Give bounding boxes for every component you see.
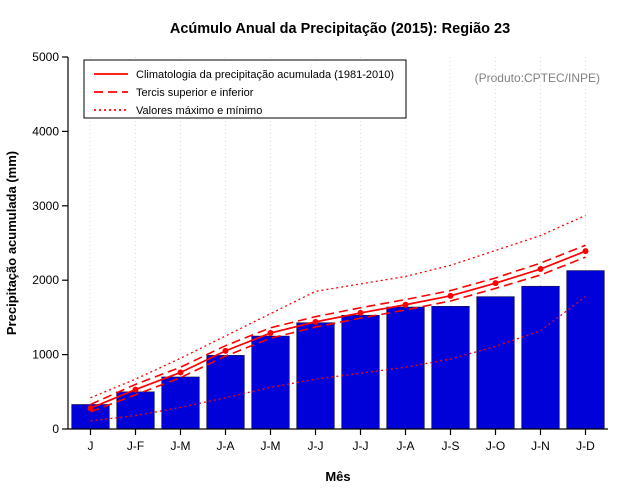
y-tick-label: 1000 [32, 348, 59, 362]
x-tick-label: J-F [127, 439, 144, 453]
legend-label: Climatologia da precipitação acumulada (… [136, 69, 394, 81]
x-tick-label: J-M [171, 439, 191, 453]
tercile-lower-line [90, 256, 586, 413]
y-axis-label: Precipitação acumulada (mm) [4, 151, 19, 335]
axes: 0 1000 2000 3000 4000 5000 J J-F J-M J-A J-M J-J J-J… [32, 50, 608, 453]
climatology-point [357, 309, 364, 316]
climatology-point [402, 301, 409, 308]
y-tick-label: 2000 [32, 273, 59, 287]
y-tick-label: 5000 [32, 50, 59, 64]
y-tick-label: 3000 [32, 199, 59, 213]
bar [251, 335, 290, 430]
climatology-point [87, 405, 94, 412]
bar [476, 296, 515, 430]
x-tick-label: J-A [217, 439, 235, 453]
bar [566, 270, 605, 430]
bar [206, 355, 245, 430]
x-tick-label: J-D [576, 439, 595, 453]
climatology-point [447, 292, 454, 299]
x-axis-label: Mês [325, 469, 350, 484]
climatology-point [267, 330, 274, 337]
legend-label: Tercis superior e inferior [136, 87, 254, 99]
climatology-point [222, 347, 229, 354]
x-tick-label: J-N [531, 439, 550, 453]
x-tick-label: J-J [308, 439, 324, 453]
bar [521, 285, 560, 430]
x-tick-label: J-S [442, 439, 460, 453]
tercile-upper-line [90, 244, 586, 406]
climatology-line [90, 250, 586, 409]
bar-series [71, 270, 605, 430]
legend-label: Valores máximo e mínimo [136, 105, 262, 117]
climatology-point [537, 266, 544, 273]
climatology-point [582, 248, 589, 255]
x-tick-label: J-A [397, 439, 415, 453]
bar [161, 376, 200, 430]
legend: Climatologia da precipitação acumulada (… [83, 59, 407, 119]
producer-annotation: (Produto:CPTEC/INPE) [475, 71, 600, 85]
x-tick-label: J [88, 439, 94, 453]
x-tick-label: J-O [486, 439, 505, 453]
bar [296, 322, 335, 430]
bar [116, 391, 155, 430]
bar [341, 314, 380, 430]
x-tick-label: J-M [261, 439, 281, 453]
bar [386, 306, 425, 430]
max-line [90, 214, 586, 399]
y-tick-label: 4000 [32, 124, 59, 138]
climatology-point [312, 318, 319, 325]
climatology-point [492, 280, 499, 287]
y-tick-label: 0 [52, 422, 59, 436]
bar [431, 306, 470, 430]
climatology-point [132, 386, 139, 393]
min-line [90, 296, 586, 422]
climatology-point [177, 369, 184, 376]
chart-title: Acúmulo Anual da Precipitação (2015): Re… [170, 21, 510, 37]
x-tick-label: J-J [353, 439, 369, 453]
legend-box [83, 59, 407, 119]
line-series [87, 214, 589, 422]
